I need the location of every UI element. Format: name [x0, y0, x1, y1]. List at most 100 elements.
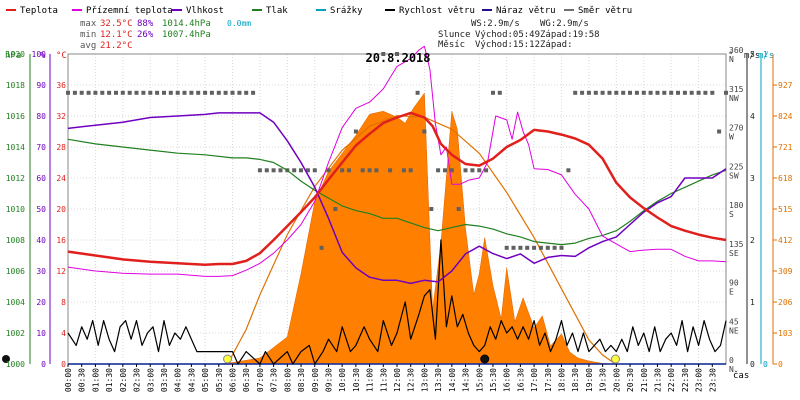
time-tick-label: 14:00 — [448, 368, 457, 392]
wind-direction-point — [634, 90, 639, 95]
sunrise-marker — [223, 354, 233, 364]
time-tick-label: 19:00 — [585, 368, 594, 392]
time-tick-label: 05:00 — [201, 368, 210, 392]
wind-direction-point — [538, 245, 543, 250]
hpa-axis-label: hPa — [5, 51, 21, 61]
series-tlak — [67, 138, 727, 246]
wind-direction-point — [710, 90, 715, 95]
stat-avg-temp: 21.2°C — [100, 41, 133, 51]
solar-tick-label: 927 — [778, 81, 793, 90]
wind-direction-point — [477, 168, 482, 173]
wind-direction-point — [134, 90, 139, 95]
time-tick-label: 03:30 — [160, 368, 169, 392]
wind-direction-point — [148, 90, 153, 95]
time-tick-label: 12:30 — [407, 368, 416, 392]
wind-direction-point — [443, 168, 447, 173]
hpa-tick-label: 1008 — [6, 236, 25, 245]
stat-max-temp: 32.5°C — [100, 19, 133, 29]
solar-tick-label: 721 — [778, 143, 793, 152]
hpa-tick-label: 1010 — [6, 205, 25, 214]
temp-tick-label: 12 — [56, 267, 66, 276]
wind-direction-point — [689, 90, 694, 95]
wind-direction-point — [703, 90, 708, 95]
hpa-tick-label: 1012 — [6, 174, 25, 183]
temp-tick-label: 32 — [56, 112, 66, 121]
humidity-tick-label: 60 — [36, 174, 46, 183]
humidity-tick-label: 10 — [36, 329, 46, 338]
time-tick-label: 11:00 — [366, 368, 375, 392]
time-tick-label: 21:00 — [640, 368, 649, 392]
time-tick-label: 18:00 — [558, 368, 567, 392]
humidity-tick-label: 0 — [41, 360, 46, 369]
temp-tick-label: 8 — [61, 298, 66, 307]
wind-direction-point — [696, 90, 701, 95]
wind-direction-point — [422, 129, 427, 134]
temp-tick-label: 0 — [61, 360, 66, 369]
humidity-tick-label: 70 — [36, 143, 46, 152]
stat-min-label: min — [80, 30, 96, 40]
wind-direction-point — [93, 90, 98, 95]
time-tick-label: 09:30 — [325, 368, 334, 392]
time-tick-label: 18:30 — [571, 368, 580, 392]
wind-direction-point — [566, 168, 571, 173]
time-tick-label: 01:00 — [91, 368, 100, 392]
time-tick-label: 14:30 — [462, 368, 471, 392]
humidity-tick-label: 90 — [36, 81, 46, 90]
wind-direction-point — [209, 90, 214, 95]
wind-direction-point — [107, 90, 112, 95]
axes-layer: 1000100210041006100810101012101410161018… — [5, 46, 793, 392]
time-tick-label: 12:00 — [393, 368, 402, 392]
wind-direction-point — [230, 90, 235, 95]
time-tick-label: 02:30 — [133, 368, 142, 392]
wind-direction-point — [470, 168, 475, 173]
wind-direction-point — [532, 245, 537, 250]
temp-axis-label: °C — [56, 51, 67, 61]
series-teplota — [67, 111, 727, 267]
wind-direction-point — [545, 245, 550, 250]
hpa-tick-label: 1014 — [6, 143, 25, 152]
wind-direction-point — [162, 90, 166, 95]
time-tick-label: 13:00 — [420, 368, 429, 392]
wind-direction-point — [580, 90, 585, 95]
time-tick-label: 20:30 — [626, 368, 635, 392]
direction-tick-label: 360 — [729, 46, 744, 55]
time-tick-label: 07:30 — [270, 368, 279, 392]
series-rychlost-vetru — [67, 239, 727, 365]
wind-direction-point — [614, 90, 619, 95]
legend-label: Náraz větru — [496, 6, 556, 16]
time-tick-label: 07:00 — [256, 368, 265, 392]
time-tick-label: 05:30 — [215, 368, 224, 392]
temp-tick-label: 16 — [56, 236, 66, 245]
humidity-tick-label: 30 — [36, 267, 46, 276]
rain-tick-label: 1 — [763, 50, 768, 59]
wind-direction-point — [621, 90, 626, 95]
wind-direction-point — [326, 168, 331, 173]
direction-compass-label: E — [729, 288, 734, 297]
wind-direction-point — [100, 90, 105, 95]
wind-direction-point — [682, 90, 687, 95]
wind-direction-point — [299, 168, 303, 173]
time-tick-label: 00:00 — [64, 368, 73, 392]
wind-direction-point — [182, 90, 187, 95]
wind-direction-point — [271, 168, 276, 173]
wind-direction-point — [114, 90, 118, 95]
solar-tick-label: 206 — [778, 298, 793, 307]
stat-max-hum: 88% — [137, 19, 154, 29]
wind-direction-point — [676, 90, 680, 95]
wind-direction-point — [717, 129, 722, 134]
legend-label: Vlhkost — [186, 6, 224, 16]
moon-set-info: Západ: — [540, 40, 573, 50]
time-tick-label: 17:00 — [530, 368, 539, 392]
time-tick-label: 04:00 — [174, 368, 183, 392]
direction-tick-label: 270 — [729, 124, 744, 133]
marker-layer — [2, 354, 621, 364]
wind-direction-point — [168, 90, 173, 95]
wind-direction-point — [120, 90, 125, 95]
humidity-axis-label: % — [40, 51, 46, 61]
wind-tick-label: 4 — [750, 112, 755, 121]
wind-direction-point — [353, 129, 358, 134]
direction-compass-label: NE — [729, 326, 739, 335]
wind-direction-point — [347, 168, 351, 173]
wind-tick-label: 5 — [750, 50, 755, 59]
direction-tick-label: 315 — [729, 85, 744, 94]
